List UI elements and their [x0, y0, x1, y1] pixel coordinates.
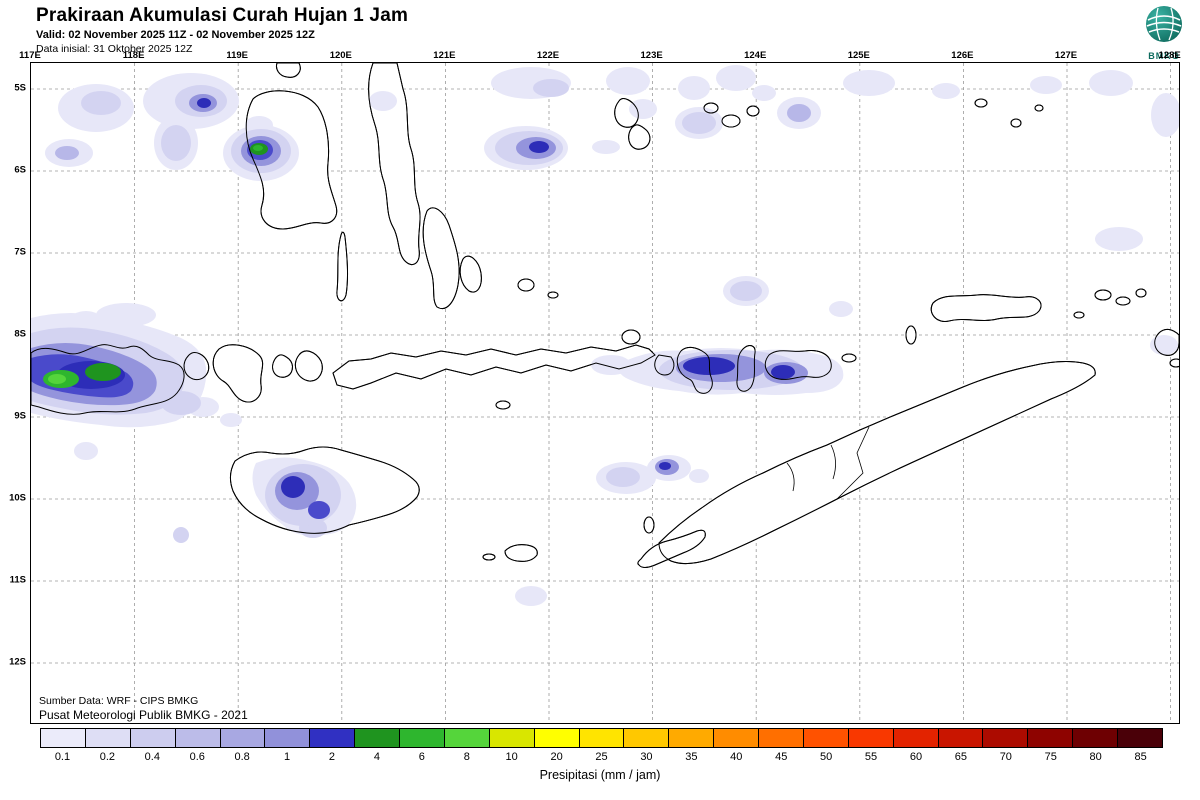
legend-cell-55 [848, 729, 894, 747]
data-source-line: Sumber Data: WRF - CIPS BMKG [39, 695, 199, 707]
lat-label: 6S [14, 164, 26, 176]
legend-cell-40 [714, 729, 759, 747]
legend-cell-0.6 [175, 729, 221, 747]
legend-value: 65 [954, 751, 968, 763]
legend-value: 40 [730, 751, 743, 763]
lon-label: 120E [329, 50, 352, 61]
legend-value: 0.2 [99, 751, 116, 763]
init-time-line: Data inisial: 31 Oktober 2025 12Z [36, 43, 193, 55]
legend-value: 60 [909, 751, 923, 763]
precipitation-layer [31, 65, 1179, 606]
admin-borders [786, 426, 870, 500]
bmkg-logo: BMKG [1140, 4, 1188, 61]
lon-label: 122E [536, 50, 560, 61]
map-frame: Sumber Data: WRF - CIPS BMKG Pusat Meteo… [30, 62, 1180, 724]
lon-label: 118E [122, 50, 145, 61]
legend-value: 20 [550, 751, 563, 763]
lon-label: 128E [1158, 50, 1181, 61]
lon-label: 121E [433, 50, 456, 61]
legend-value: 80 [1089, 751, 1102, 763]
map-canvas [31, 63, 1179, 723]
legend-cell-0.8 [220, 729, 266, 747]
legend-cell-1 [265, 729, 311, 747]
legend-value: 1 [284, 751, 291, 763]
legend-cell-4 [355, 729, 400, 747]
lon-label: 127E [1054, 50, 1078, 61]
legend-cell-30 [624, 729, 670, 747]
lon-label: 123E [640, 50, 663, 61]
legend-value: 0.1 [54, 751, 71, 763]
legend-value: 2 [328, 751, 336, 763]
legend-value: 0.6 [189, 751, 205, 763]
legend-value: 0.8 [234, 751, 250, 763]
legend-cell-25 [579, 729, 625, 747]
lon-label: 125E [847, 50, 870, 61]
legend-cell-20 [534, 729, 580, 747]
legend-value: 25 [595, 751, 608, 763]
legend-cell-50 [803, 729, 849, 747]
lon-label: 117E [19, 50, 41, 61]
legend-value: 35 [685, 751, 698, 763]
bmkg-logo-icon [1146, 6, 1182, 42]
legend-cell-45 [759, 729, 804, 747]
legend-value: 45 [775, 751, 788, 763]
legend: 0.1 0.2 0.4 0.6 0.8 1 2 4 6 8 10 20 25 30 35 40 45 50 55 60… [40, 728, 1163, 763]
lat-label: 9S [14, 410, 26, 422]
legend-value: 85 [1134, 751, 1147, 763]
legend-value: 70 [999, 751, 1012, 763]
bmkg-logo-label: BMKG [1148, 51, 1180, 61]
legend-value: 4 [373, 751, 380, 763]
lat-label: 5S [14, 82, 26, 94]
lon-label: 126E [951, 50, 974, 61]
legend-cell-35 [669, 729, 715, 747]
lat-label: 11S [9, 574, 26, 586]
legend-cell-65 [938, 729, 984, 747]
legend-cell-0.2 [85, 729, 131, 747]
legend-cell-2 [310, 729, 356, 747]
lat-label: 8S [14, 328, 26, 340]
legend-cell-0.1 [41, 729, 86, 747]
legend-cell-85 [1118, 729, 1162, 747]
legend-cell-75 [1028, 729, 1074, 747]
legend-value: 50 [820, 751, 833, 763]
lon-label: 119E [226, 50, 249, 61]
legend-cell-80 [1073, 729, 1118, 747]
legend-value: 8 [463, 751, 470, 763]
publisher-line: Pusat Meteorologi Publik BMKG - 2021 [39, 708, 248, 722]
lon-label: 124E [744, 50, 767, 61]
legend-cell-60 [893, 729, 939, 747]
legend-cell-0.4 [130, 729, 176, 747]
legend-cell-6 [400, 729, 445, 747]
page-title: Prakiraan Akumulasi Curah Hujan 1 Jam [36, 5, 409, 26]
legend-bar [40, 728, 1163, 748]
legend-value: 0.4 [144, 751, 160, 763]
legend-cell-70 [983, 729, 1029, 747]
lat-label: 12S [9, 656, 26, 668]
legend-cell-10 [489, 729, 535, 747]
land-fill [31, 63, 1179, 568]
legend-value: 6 [418, 751, 425, 763]
legend-value: 10 [505, 751, 518, 763]
legend-title: Presipitasi (mm / jam) [539, 768, 661, 782]
valid-time-line: Valid: 02 November 2025 11Z - 02 Novembe… [36, 29, 315, 41]
legend-value: 75 [1044, 751, 1057, 763]
legend-cell-8 [444, 729, 490, 747]
lat-label: 7S [14, 246, 26, 258]
legend-value: 30 [640, 751, 653, 763]
lat-label: 10S [9, 492, 26, 504]
legend-value: 55 [864, 751, 878, 763]
legend-labels: 0.1 0.2 0.4 0.6 0.8 1 2 4 6 8 10 20 25 30 35 40 45 50 55 60… [40, 748, 1163, 763]
